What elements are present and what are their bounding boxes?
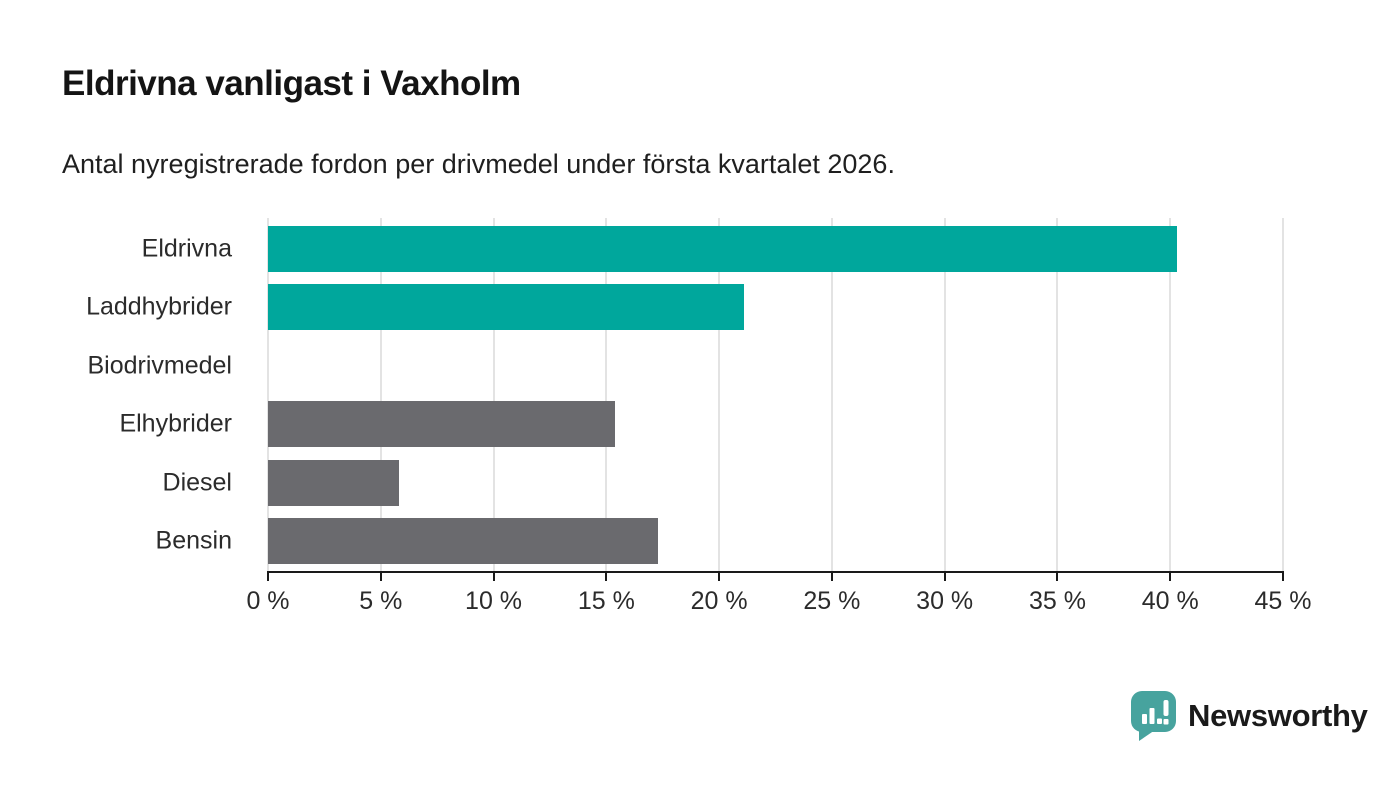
gridline-20: [718, 218, 721, 571]
gridline-25: [830, 218, 833, 571]
category-label-biodrivmedel: Biodrivmedel: [87, 351, 232, 380]
category-label-diesel: Diesel: [162, 468, 232, 497]
chart-title: Eldrivna vanligast i Vaxholm: [62, 64, 521, 103]
tick-label-45: 45 %: [1254, 587, 1312, 615]
plot-area: 0 % 5 % 10 % 15 % 20 % 25 % 30 % 35 % 40 % 45 %: [246, 218, 1311, 615]
tick-label-30: 30 %: [916, 587, 974, 615]
gridline-15: [605, 218, 608, 571]
gridline-45: [1282, 218, 1284, 571]
speech-bubble-bar-chart-icon: [1130, 690, 1177, 742]
tick-30: [943, 571, 946, 581]
gridline-40: [1169, 218, 1172, 571]
tick-label-15: 15 %: [577, 587, 635, 615]
category-label-elhybrider: Elhybrider: [119, 409, 232, 438]
category-label-bensin: Bensin: [155, 526, 232, 555]
tick-10: [492, 571, 495, 581]
bar-diesel: [268, 459, 399, 506]
chart-subtitle: Antal nyregistrerade fordon per drivmede…: [62, 149, 895, 179]
tick-45: [1282, 571, 1284, 581]
tick-label-35: 35 %: [1028, 587, 1086, 615]
tick-25: [830, 571, 833, 581]
newsworthy-wordmark: Newsworthy: [1188, 698, 1368, 733]
tick-label-20: 20 %: [690, 587, 748, 615]
tick-15: [605, 571, 608, 581]
tick-label-10: 10 %: [465, 587, 523, 615]
tick-label-40: 40 %: [1141, 587, 1199, 615]
bar-bensin: [268, 518, 659, 564]
tick-label-0: 0 %: [246, 587, 290, 615]
tick-20: [718, 571, 721, 581]
gridline-35: [1056, 218, 1059, 571]
gridline-5: [379, 218, 382, 571]
tick-label-5: 5 %: [359, 587, 403, 615]
category-label-eldrivna: Eldrivna: [141, 234, 232, 263]
tick-40: [1169, 571, 1172, 581]
tick-0: [267, 571, 269, 581]
x-axis-line: [268, 571, 1283, 573]
category-label-laddhybrider: Laddhybrider: [86, 292, 232, 321]
tick-label-25: 25 %: [803, 587, 861, 615]
gridline-10: [492, 218, 495, 571]
gridline-30: [943, 218, 946, 571]
gridline-0: [267, 218, 269, 571]
bar-eldrivna: [268, 226, 1177, 272]
category-labels: Eldrivna Laddhybrider Biodrivmedel Elhybrid…: [0, 218, 250, 571]
tick-5: [379, 571, 382, 581]
bar-elhybrider: [268, 401, 616, 448]
tick-35: [1056, 571, 1059, 581]
newsworthy-logo: Newsworthy: [1130, 690, 1368, 742]
bar-laddhybrider: [268, 284, 744, 331]
